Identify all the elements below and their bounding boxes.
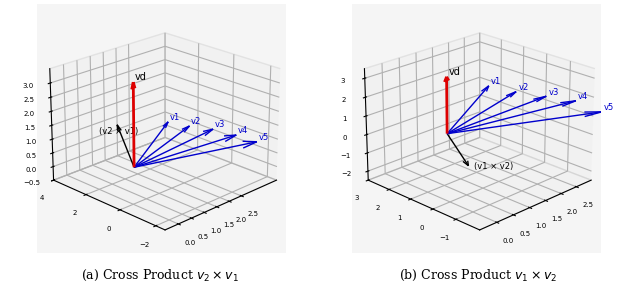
Text: (a) Cross Product $v_2 \times v_1$: (a) Cross Product $v_2 \times v_1$ bbox=[80, 268, 239, 283]
Text: (b) Cross Product $v_1 \times v_2$: (b) Cross Product $v_1 \times v_2$ bbox=[399, 268, 558, 283]
